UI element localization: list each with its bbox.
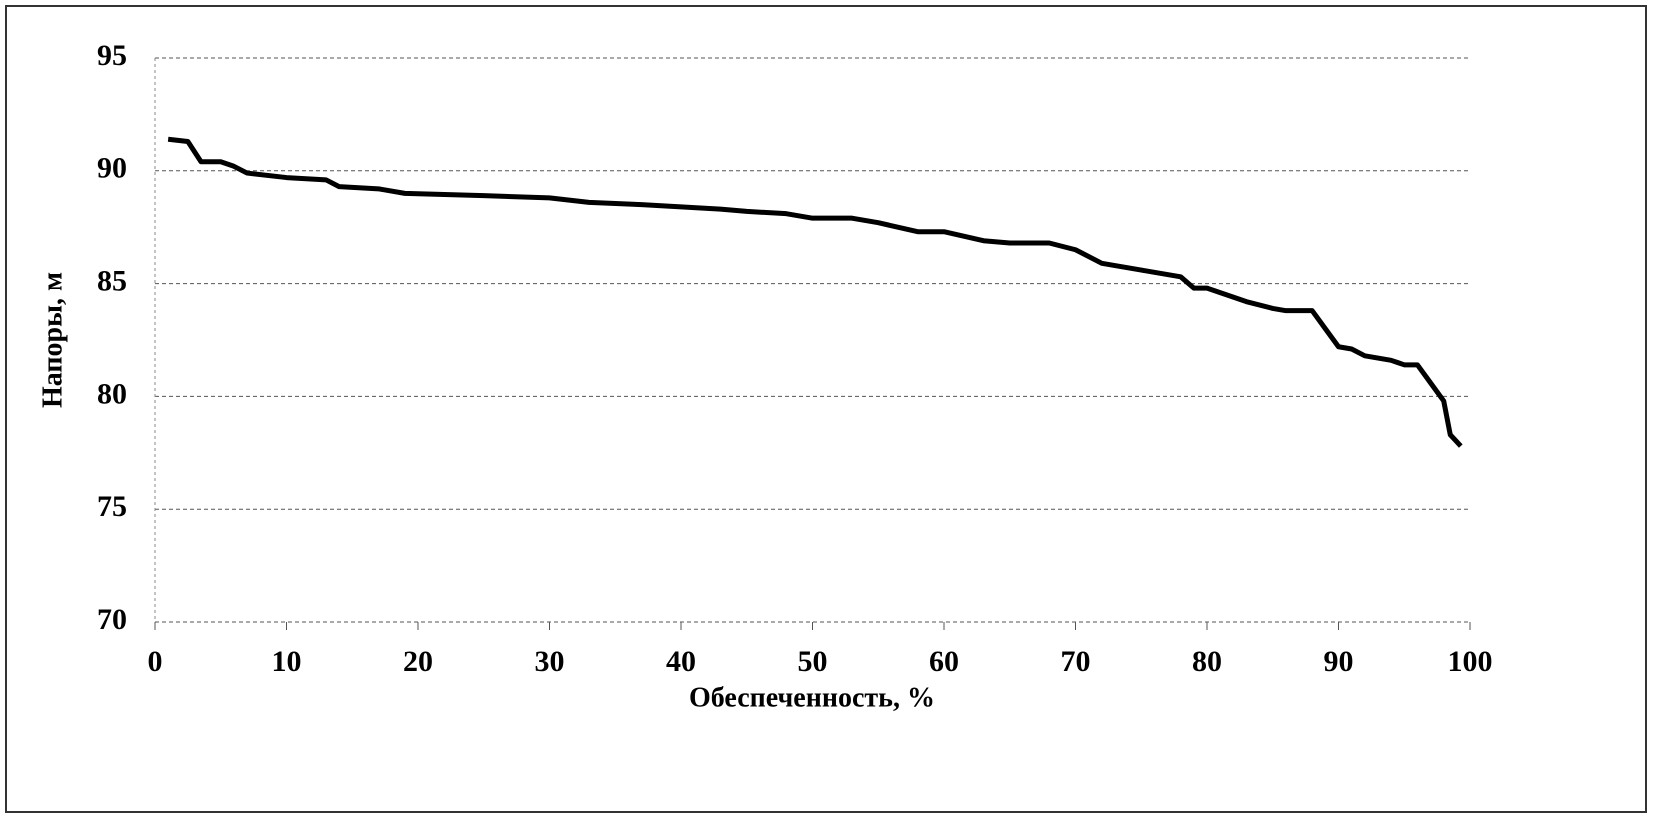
x-tick-label: 60 (929, 645, 959, 678)
x-tick-label: 30 (535, 645, 565, 678)
y-axis-title: Напоры, м (37, 272, 68, 408)
x-tick-label: 80 (1192, 645, 1222, 678)
data-line (167, 136, 1463, 448)
x-axis-title: Обеспеченность, % (689, 682, 935, 713)
x-tick-label: 100 (1448, 645, 1493, 678)
x-tick-label: 90 (1324, 645, 1354, 678)
y-tick-label: 80 (97, 377, 127, 410)
y-tick-label: 75 (97, 490, 127, 523)
x-tick-label: 20 (403, 645, 433, 678)
x-tick-label: 0 (148, 645, 163, 678)
x-tick-label: 70 (1061, 645, 1091, 678)
x-tick-label: 50 (798, 645, 828, 678)
x-tick-label: 10 (272, 645, 302, 678)
y-tick-label: 90 (97, 152, 127, 185)
chart-border (5, 5, 1647, 813)
y-tick-label: 85 (97, 264, 127, 297)
x-tick-label: 40 (666, 645, 696, 678)
y-tick-label: 70 (97, 603, 127, 636)
y-tick-label: 95 (97, 39, 127, 72)
